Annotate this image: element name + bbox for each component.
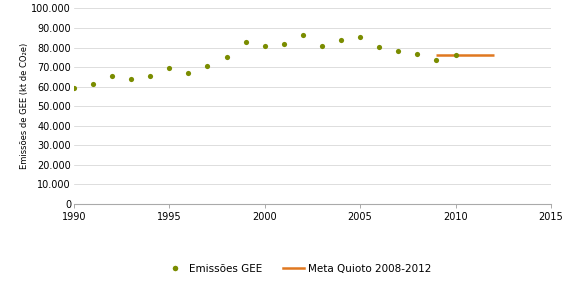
Point [260, 43, 269, 48]
Point [184, 71, 193, 75]
Point [165, 66, 174, 70]
Point [318, 43, 327, 48]
Point [241, 39, 250, 44]
Point [336, 37, 345, 42]
Point [279, 41, 289, 46]
Point [127, 76, 136, 81]
Point [107, 74, 116, 78]
Point [432, 58, 441, 63]
Point [69, 85, 78, 90]
Point [451, 53, 460, 58]
Point [394, 49, 403, 54]
Point [89, 82, 98, 86]
Point [413, 52, 422, 57]
Y-axis label: Emissões de GEE (kt de CO₂e): Emissões de GEE (kt de CO₂e) [19, 43, 28, 169]
Point [298, 33, 307, 37]
Point [145, 74, 154, 78]
Legend: Emissões GEE, Meta Quioto 2008-2012: Emissões GEE, Meta Quioto 2008-2012 [164, 264, 432, 274]
Point [375, 44, 384, 49]
Point [222, 55, 231, 60]
Point [203, 64, 212, 68]
Point [356, 35, 365, 39]
